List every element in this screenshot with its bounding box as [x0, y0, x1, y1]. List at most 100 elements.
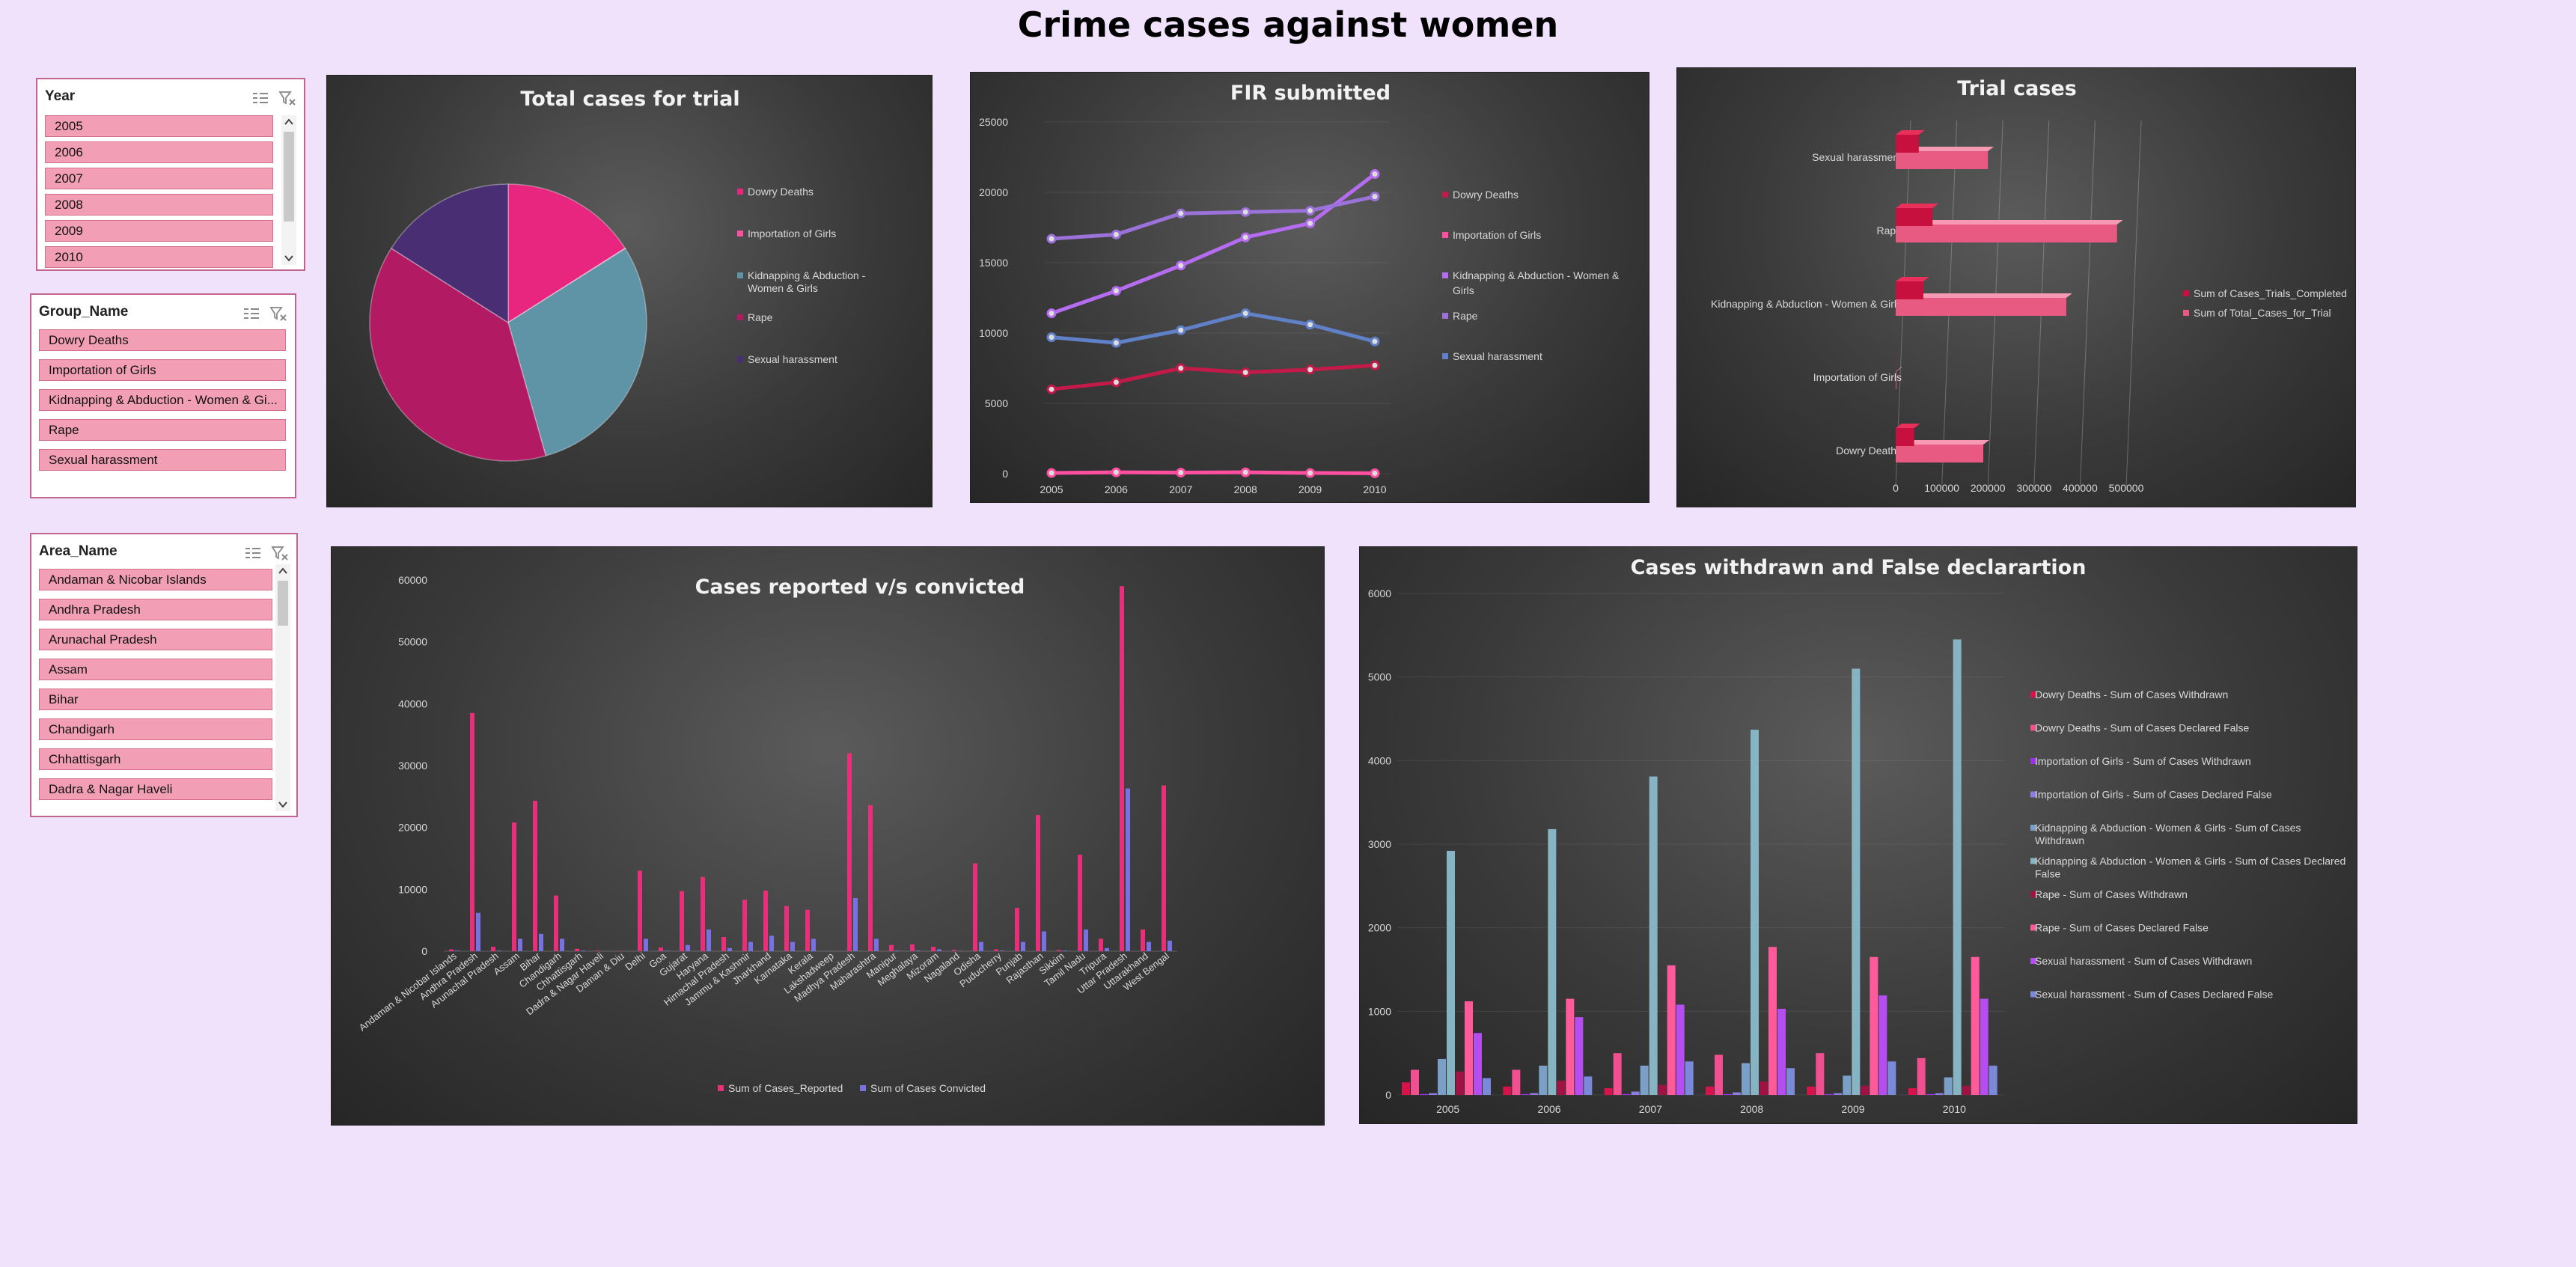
bar-reported	[470, 712, 474, 951]
bar-convicted	[665, 950, 669, 951]
slicer-item[interactable]: 2010	[45, 246, 273, 268]
bar-cases	[1640, 1065, 1649, 1095]
bar-cases	[1530, 1093, 1539, 1095]
slicer-item[interactable]: Andhra Pradesh	[39, 599, 272, 620]
chart-title: Trial cases	[1957, 77, 2077, 100]
legend-swatch	[2183, 290, 2189, 296]
multi-select-icon[interactable]	[251, 90, 269, 106]
y-tick-label: 4000	[1368, 754, 1391, 766]
y-tick-label: 25000	[979, 116, 1008, 128]
legend-label: Importation of Girls - Sum of Cases With…	[2035, 755, 2251, 767]
slicer-item[interactable]: Dadra & Nagar Haveli	[39, 778, 272, 800]
horizontal-bar-chart-svg: Trial cases 0 100000 200000 300000 400000 5000…	[1711, 77, 2347, 494]
clear-filter-icon[interactable]	[278, 90, 296, 106]
bar-reported	[449, 949, 454, 951]
chevron-down-icon[interactable]	[275, 798, 290, 811]
bar-reported	[680, 891, 684, 951]
bar-cases	[1971, 956, 1980, 1095]
data-point	[1305, 218, 1316, 228]
slicer-item[interactable]: Arunachal Pradesh	[39, 629, 272, 650]
slicer-item[interactable]: 2008	[45, 194, 273, 216]
bar-convicted	[1168, 940, 1172, 951]
slicer-item[interactable]: Assam	[39, 659, 272, 680]
bar-cases	[1733, 1092, 1741, 1095]
bar-convicted	[1042, 931, 1046, 951]
legend-swatch	[1442, 272, 1448, 278]
y-tick-label: 0	[1002, 468, 1008, 480]
scrollbar-thumb[interactable]	[284, 132, 294, 222]
bar-reported	[638, 870, 642, 951]
y-tick-label: 15000	[979, 257, 1008, 269]
legend-label: Sexual harassment	[1453, 350, 1542, 362]
slicer-item[interactable]: Chandigarh	[39, 718, 272, 740]
legend-label: Dowry Deaths	[1453, 189, 1519, 201]
bar-cases	[1870, 956, 1878, 1095]
line-chart-svg: FIR submitted 0 5000 10000 15000 20000 25000 20…	[979, 82, 1620, 495]
y-tick-label: 2000	[1368, 922, 1391, 934]
slicer-item[interactable]: Kidnapping & Abduction - Women & Gi...	[39, 389, 286, 411]
bar-chart-svg: Cases withdrawn and False declarartion 0 1…	[1368, 556, 2345, 1115]
bar-convicted	[1063, 950, 1067, 951]
slicer-item[interactable]: 2009	[45, 220, 273, 242]
slicer-item[interactable]: Bihar	[39, 689, 272, 710]
legend-label: Rape	[748, 311, 773, 323]
bar-convicted	[937, 949, 941, 951]
bar-reported	[659, 947, 663, 951]
bar-convicted	[979, 941, 983, 951]
chevron-up-icon[interactable]	[281, 115, 296, 129]
clear-filter-icon[interactable]	[271, 545, 289, 561]
chevron-up-icon[interactable]	[275, 564, 290, 578]
bar-cases	[1512, 1069, 1521, 1095]
data-point	[1176, 325, 1186, 335]
scrollbar-thumb[interactable]	[278, 581, 288, 626]
scrollbar[interactable]	[275, 564, 290, 811]
slicer-item[interactable]: Importation of Girls	[39, 359, 286, 381]
scrollbar[interactable]	[281, 115, 296, 265]
bar-3d-top	[1896, 130, 1925, 135]
slicer-item[interactable]: Chhattisgarh	[39, 748, 272, 770]
legend-swatch	[2030, 991, 2036, 998]
bar-cases	[1834, 1093, 1843, 1095]
series-line	[1051, 470, 1376, 475]
y-tick-label: 30000	[398, 760, 427, 772]
multi-select-icon[interactable]	[242, 305, 260, 322]
clear-filter-icon[interactable]	[269, 305, 287, 322]
y-tick-label: 0	[1385, 1089, 1391, 1101]
bar-cases	[1622, 1093, 1631, 1095]
data-point	[1046, 332, 1057, 343]
bar-cases	[1631, 1091, 1640, 1095]
data-point	[1240, 207, 1251, 217]
bar-cases	[1658, 1084, 1667, 1095]
bar-3d-top	[1896, 424, 1920, 428]
year-slicer[interactable]: Year 2005 2006 2007 2008 2009 2010	[36, 78, 305, 271]
cases-reported-vs-convicted-chart: Cases reported v/s convicted 0 10000 20000 3…	[331, 546, 1325, 1126]
slicer-item[interactable]: Andaman & Nicobar Islands	[39, 569, 272, 590]
bar-cases	[1917, 1057, 1926, 1095]
legend-label: Sexual harassment - Sum of Cases Withdra…	[2035, 955, 2252, 967]
slicer-item[interactable]: 2005	[45, 115, 273, 137]
y-tick-label: 0	[421, 945, 427, 957]
legend-label: Dowry Deaths - Sum of Cases Declared Fal…	[2035, 722, 2250, 734]
bar-reported	[910, 944, 915, 951]
bar-reported	[763, 890, 768, 951]
slicer-item[interactable]: Rape	[39, 419, 286, 441]
bar-trials-completed	[1896, 208, 1933, 226]
slicer-item[interactable]: Dowry Deaths	[39, 329, 286, 351]
bar-cases	[1768, 947, 1777, 1095]
x-tick-label: 2009	[1298, 483, 1322, 495]
area-name-slicer[interactable]: Area_Name Andaman & Nicobar Islands Andhr…	[30, 533, 298, 817]
chevron-down-icon[interactable]	[281, 251, 296, 265]
legend-swatch	[860, 1085, 866, 1091]
group-name-slicer[interactable]: Group_Name Dowry Deaths Importation of Gi…	[30, 293, 296, 498]
bar-convicted	[497, 950, 501, 951]
multi-select-icon[interactable]	[244, 545, 262, 561]
bar-cases	[1852, 668, 1861, 1095]
slicer-item[interactable]: Sexual harassment	[39, 449, 286, 471]
data-point	[1046, 468, 1057, 478]
slicer-item[interactable]: 2006	[45, 141, 273, 163]
y-tick-label: Dowry Deaths	[1836, 445, 1902, 457]
x-tick-label: 2009	[1841, 1103, 1864, 1115]
slicer-item[interactable]: 2007	[45, 168, 273, 189]
bar-cases	[1557, 1081, 1566, 1095]
bar-convicted	[476, 912, 480, 951]
